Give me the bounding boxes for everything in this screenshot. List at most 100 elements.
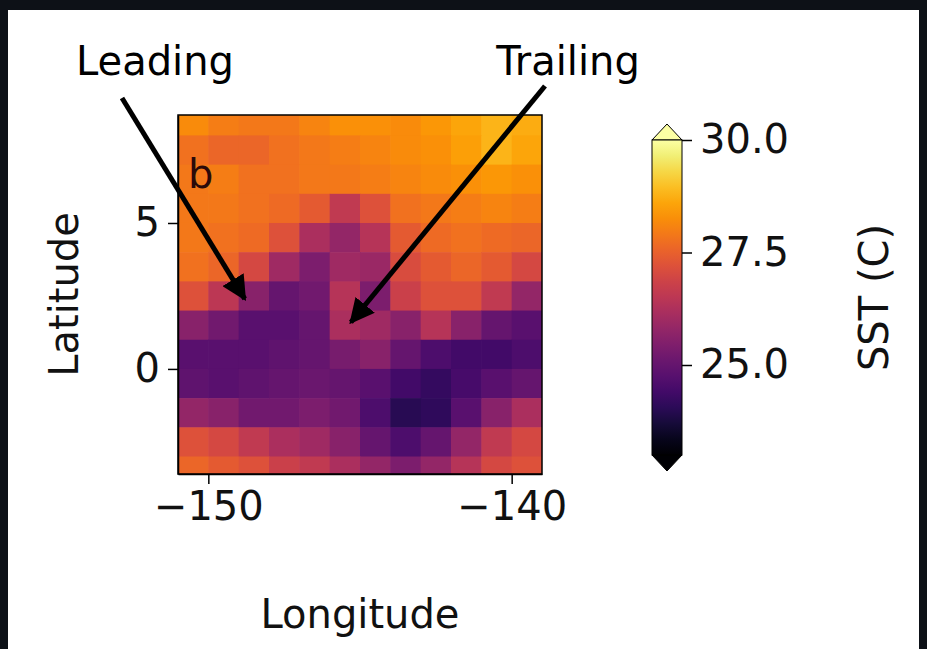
cell: [239, 165, 270, 195]
cell: [269, 456, 300, 474]
cell: [299, 115, 330, 136]
cell: [239, 369, 270, 399]
cell: [269, 427, 300, 457]
cell: [481, 194, 512, 224]
cell: [390, 115, 421, 136]
figure: −150−14005LongitudeLatitudebLeadingTrail…: [0, 0, 927, 649]
cell: [178, 369, 209, 399]
annotation-text: Trailing: [495, 38, 640, 84]
cell: [481, 427, 512, 457]
cell: [299, 369, 330, 399]
cell: [330, 252, 361, 282]
colorbar-tick-mark: [682, 140, 692, 142]
cell: [330, 427, 361, 457]
cell: [239, 115, 270, 136]
cell: [390, 398, 421, 428]
cell: [330, 398, 361, 428]
cell: [330, 281, 361, 311]
cell: [512, 398, 542, 428]
cell: [512, 165, 542, 195]
cell: [451, 223, 482, 253]
cell: [481, 340, 512, 370]
cell: [421, 281, 452, 311]
cell: [481, 252, 512, 282]
cell: [451, 369, 482, 399]
cell: [239, 311, 270, 341]
x-tick-label: −150: [154, 483, 264, 529]
cell: [178, 456, 209, 474]
cell: [481, 398, 512, 428]
cell: [481, 311, 512, 341]
y-axis: 05: [135, 116, 179, 475]
plot-frame: [178, 115, 542, 474]
cell: [208, 398, 239, 428]
cell: [451, 252, 482, 282]
cell: [330, 340, 361, 370]
cell: [481, 281, 512, 311]
y-tick-mark: [168, 223, 178, 225]
cell: [299, 456, 330, 474]
cell: [421, 369, 452, 399]
cell: [360, 194, 391, 224]
cell: [360, 165, 391, 195]
cell: [360, 115, 391, 136]
cell: [269, 165, 300, 195]
cell: [360, 369, 391, 399]
cell: [421, 311, 452, 341]
cell: [208, 427, 239, 457]
cell: [451, 311, 482, 341]
cell: [360, 223, 391, 253]
colorbar-tick-label: 30.0: [700, 116, 789, 162]
colorbar-tick-mark: [682, 252, 692, 254]
cell: [299, 194, 330, 224]
cell: [208, 311, 239, 341]
cell: [512, 223, 542, 253]
x-tick-label: −140: [457, 483, 567, 529]
cell: [330, 165, 361, 195]
colorbar-axis: 25.0 27.5 30.0: [682, 116, 789, 455]
cell: [299, 135, 330, 165]
y-axis-line: [178, 116, 180, 475]
colorbar-tick-mark: [682, 365, 692, 367]
colorbar-extend-bottom: [652, 455, 682, 471]
cell: [269, 135, 300, 165]
cell: [299, 398, 330, 428]
cell: [390, 194, 421, 224]
cell: [390, 456, 421, 474]
cell: [390, 369, 421, 399]
cell: [239, 223, 270, 253]
colorbar-tick: 25.0: [682, 341, 789, 387]
cell: [269, 281, 300, 311]
cell: [239, 398, 270, 428]
cell: [178, 427, 209, 457]
x-axis-line: [179, 474, 543, 476]
y-axis-title: Latitude: [41, 212, 87, 377]
cell: [421, 456, 452, 474]
x-tick: −150: [154, 474, 264, 529]
cell: [481, 223, 512, 253]
cell: [390, 165, 421, 195]
cell: [178, 340, 209, 370]
cell: [390, 223, 421, 253]
cell: [330, 456, 361, 474]
cell: [390, 427, 421, 457]
cell: [451, 456, 482, 474]
background: [8, 10, 919, 649]
y-tick-mark: [168, 369, 178, 371]
cell: [421, 427, 452, 457]
y-tick: 0: [135, 345, 178, 391]
cell: [239, 135, 270, 165]
colorbar-gradient: [652, 140, 682, 455]
colorbar-title: SST (C): [851, 224, 897, 371]
cell: [360, 340, 391, 370]
colorbar-tick-label: 27.5: [700, 229, 789, 275]
cell: [451, 340, 482, 370]
cell: [330, 194, 361, 224]
cell: [269, 398, 300, 428]
y-tick-label: 0: [135, 345, 160, 391]
annotation-text: Leading: [76, 38, 234, 84]
cell: [208, 115, 239, 136]
cell: [239, 456, 270, 474]
cell: [239, 427, 270, 457]
cell: [330, 369, 361, 399]
